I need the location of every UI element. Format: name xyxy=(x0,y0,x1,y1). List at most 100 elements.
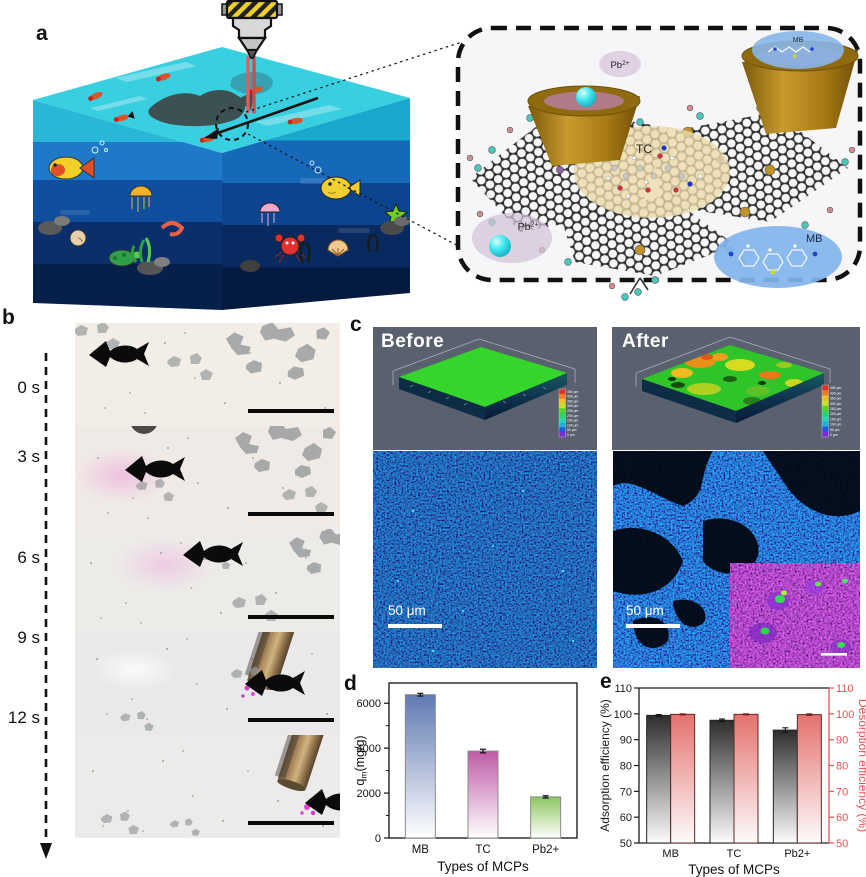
micrograph-frame-0s xyxy=(75,323,340,426)
left-tick-label: 90 xyxy=(620,735,632,747)
colorbar-tick: 450 μm xyxy=(567,390,579,394)
pb-top-label: Pb2+ xyxy=(610,60,629,71)
sea-creatures-left xyxy=(38,140,185,275)
scalebar-after xyxy=(626,624,680,628)
before-label: Before xyxy=(381,331,445,352)
after-label: After xyxy=(622,331,669,352)
bar-Pb2+-desorption xyxy=(796,714,822,844)
scale-bar xyxy=(248,615,334,619)
bar-Pb2+ xyxy=(530,796,562,839)
colorbar-tick: 300 μm xyxy=(567,404,579,408)
left-tick-label: 70 xyxy=(620,786,632,798)
fluorescence-after-image xyxy=(613,451,860,668)
ocean-cube xyxy=(33,47,410,310)
magnified-inset xyxy=(730,563,860,668)
x-tick-label: Pb2+ xyxy=(532,844,559,856)
colorbar-tick: 400 μm xyxy=(830,391,842,395)
shell-spiral-icon xyxy=(69,229,87,247)
timestamp-3s: 3 s xyxy=(17,447,40,466)
colorbar-tick: 150 μm xyxy=(830,417,842,421)
pb-bottom-label: Pb2+ xyxy=(518,221,539,233)
debris-cluster xyxy=(226,323,330,380)
kelp-dark-icon xyxy=(299,233,379,263)
fish-robot xyxy=(89,341,149,367)
arrowhead-icon xyxy=(40,843,52,859)
colorbar-tick: 0 μm xyxy=(567,433,575,437)
micrograph-frame-3s xyxy=(75,426,340,529)
bar-Pb2+-adsorption xyxy=(772,729,798,844)
fish-robot xyxy=(183,541,243,567)
light-glow xyxy=(90,647,180,692)
rocks-right-icon xyxy=(240,216,410,272)
colorbar-tick: 350 μm xyxy=(830,397,842,401)
bar-MB-adsorption xyxy=(646,714,672,844)
fish-yellow-icon xyxy=(320,176,361,200)
x-axis-title: Types of MCPs xyxy=(688,862,780,877)
flat-surface xyxy=(399,347,567,407)
scale-bar xyxy=(248,409,334,413)
pipette-tip xyxy=(272,735,325,794)
right-tick-label: 60 xyxy=(836,812,848,824)
nozzle-tip xyxy=(245,49,259,59)
tc-label: TC xyxy=(636,142,652,156)
zoom-circle xyxy=(215,107,249,141)
debris-cluster xyxy=(167,353,213,380)
colorbar-tick: 200 μm xyxy=(830,412,842,416)
panel-a-illustration: TC Pb2+ MB Pb2+ xyxy=(33,0,863,310)
adsorption-capacity-chart: 0 2000 4000 6000 qm(mg/g) MB TC Pb2+Types of MC… xyxy=(353,682,578,874)
axis-ticks xyxy=(409,384,547,406)
cube-left-face xyxy=(33,100,222,310)
heater-block xyxy=(225,0,279,20)
cyclodextrin-cone-right: MB xyxy=(741,31,859,134)
scalebar-label-after: 50 μm xyxy=(626,603,664,618)
green-mcp-spots xyxy=(760,578,848,648)
bar-MB-desorption xyxy=(670,713,696,844)
scalebar-label-before: 50 μm xyxy=(388,603,426,618)
right-tick-label: 110 xyxy=(836,683,854,695)
debris-cluster xyxy=(289,529,340,580)
surface-streaks xyxy=(90,62,342,126)
jellyfish-pink-icon xyxy=(259,202,281,226)
bar-TC-desorption xyxy=(733,713,759,844)
colorbar-tick: 50 μm xyxy=(830,428,840,432)
debris-cluster xyxy=(170,818,200,836)
fish-robot xyxy=(305,789,340,815)
left-tick-label: 50 xyxy=(620,838,632,850)
colorbar-tick: 250 μm xyxy=(567,409,579,413)
right-tick-label: 100 xyxy=(836,709,854,721)
sea-creatures-right xyxy=(240,160,410,272)
panel-d-letter: d xyxy=(344,672,357,695)
x-tick-label: TC xyxy=(727,848,742,860)
debris-cluster xyxy=(100,811,140,834)
pb-ion-sphere xyxy=(576,87,596,107)
scallop-shell-icon xyxy=(327,239,349,257)
colorbar-tick: 300 μm xyxy=(830,402,842,406)
x-tick-label: TC xyxy=(475,844,490,856)
timeline-arrow xyxy=(40,353,52,859)
colorbar-tick: 100 μm xyxy=(830,423,842,427)
surface-arrowhead xyxy=(204,128,219,139)
y-tick-label: 4000 xyxy=(357,743,381,755)
molecular-inset: TC Pb2+ MB Pb2+ xyxy=(455,25,863,301)
timestamp-9s: 9 s xyxy=(17,628,40,647)
timestamp-0s: 0 s xyxy=(17,378,40,397)
right-tick-label: 70 xyxy=(836,786,848,798)
bubbles-right-icon xyxy=(309,160,322,174)
micrograph-frame-12s xyxy=(75,735,340,838)
topography-after-image: 450 μm 400 μm 350 μm 300 μm 250 μm 200 μm 150 … xyxy=(612,327,860,450)
right-axis-title: Desorption efficiency (%) xyxy=(856,699,866,832)
x-axis-title: Types of MCPs xyxy=(437,859,529,874)
colorbar-tick: 50 μm xyxy=(567,428,577,432)
debris-cluster xyxy=(282,486,328,513)
colorbar-tick: 450 μm xyxy=(830,386,842,390)
jellyfish-orange-icon xyxy=(129,185,153,212)
debris-cluster xyxy=(235,426,336,478)
fish-yellow-red-icon xyxy=(48,156,95,180)
left-tick-label: 80 xyxy=(620,761,632,773)
bubbles-icon xyxy=(91,140,108,154)
y-tick-label: 0 xyxy=(375,833,381,845)
micrograph-frame-9s xyxy=(75,632,340,735)
